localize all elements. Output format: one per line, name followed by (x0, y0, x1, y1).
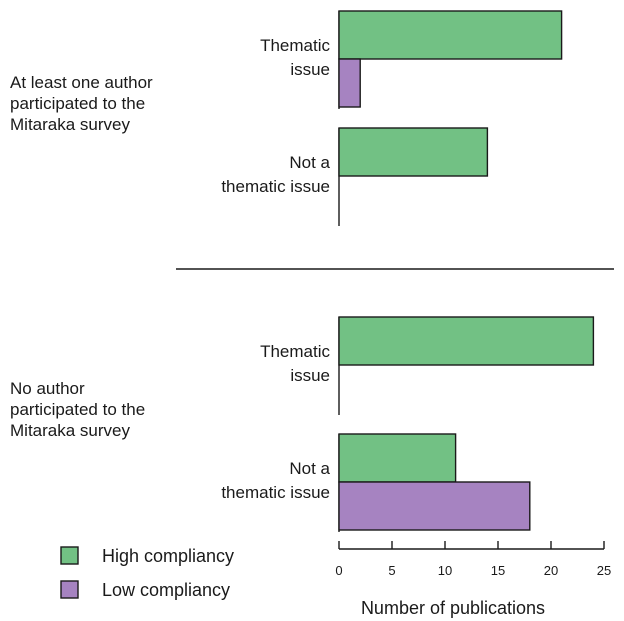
category-label-line: thematic issue (221, 177, 330, 196)
group-label-line: Mitaraka survey (10, 115, 130, 134)
legend: High compliancy Low compliancy (60, 546, 234, 600)
x-tick-label: 0 (335, 563, 342, 578)
bar-low-compliancy (338, 58, 361, 108)
x-tick-label: 5 (388, 563, 395, 578)
category-label: Not a thematic issue (221, 459, 330, 502)
group-label-line: No author (10, 379, 85, 398)
group-label-line: participated to the (10, 400, 145, 419)
legend-label: High compliancy (102, 546, 234, 566)
bar-high-compliancy (338, 127, 489, 177)
category-label: Thematic issue (260, 342, 330, 385)
group-label-line: participated to the (10, 94, 145, 113)
legend-label: Low compliancy (102, 580, 230, 600)
x-axis-label: Number of publications (361, 598, 545, 618)
x-tick-label: 15 (491, 563, 505, 578)
bar-high-compliancy (338, 10, 563, 60)
category-label-line: Thematic (260, 342, 330, 361)
category-label: Not a thematic issue (221, 153, 330, 196)
category-label-line: issue (290, 60, 330, 79)
bar-low-compliancy (338, 481, 531, 531)
category-label-line: Thematic (260, 36, 330, 55)
x-tick-label: 25 (597, 563, 611, 578)
x-axis: 0 5 10 15 20 25 Number of publications (335, 541, 611, 618)
category-label-line: thematic issue (221, 483, 330, 502)
legend-swatch-high-compliancy (60, 546, 79, 565)
group-label-1: At least one author participated to the Mi… (10, 73, 153, 134)
labels-layer: At least one author participated to the Mi… (10, 36, 331, 502)
bars-layer (176, 10, 614, 532)
category-label-line: Not a (289, 459, 330, 478)
x-tick-label: 20 (544, 563, 558, 578)
group-label-2: No author participated to the Mitaraka sur… (10, 379, 145, 440)
category-label-line: issue (290, 366, 330, 385)
bar-high-compliancy (338, 316, 595, 366)
bar-high-compliancy (338, 433, 457, 483)
group-label-line: Mitaraka survey (10, 421, 130, 440)
legend-swatch-low-compliancy (60, 580, 79, 599)
category-label: Thematic issue (260, 36, 330, 79)
x-tick-label: 10 (438, 563, 452, 578)
group-label-line: At least one author (10, 73, 153, 92)
category-label-line: Not a (289, 153, 330, 172)
